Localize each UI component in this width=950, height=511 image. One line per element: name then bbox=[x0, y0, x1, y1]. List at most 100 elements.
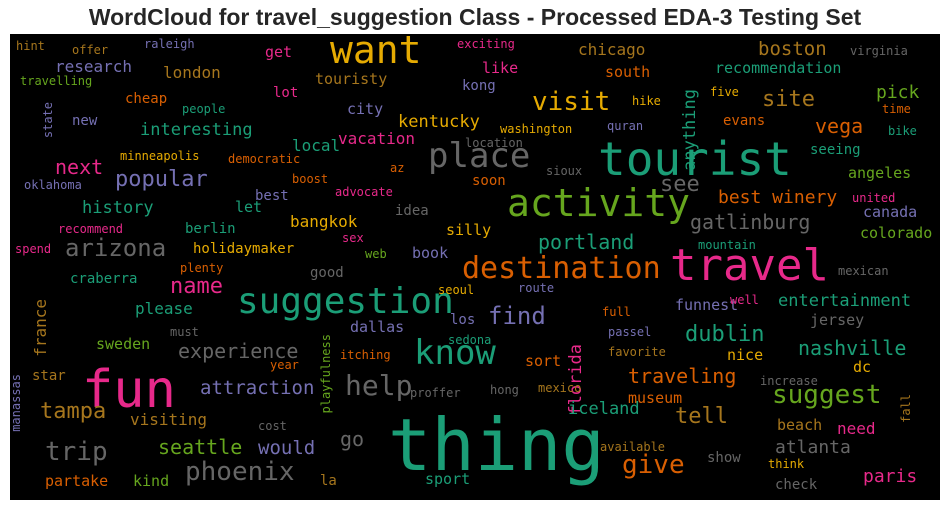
word-nashville: nashville bbox=[798, 336, 907, 360]
word-city: city bbox=[347, 100, 384, 118]
word-recommendation: recommendation bbox=[715, 59, 842, 77]
word-boost: boost bbox=[292, 172, 329, 186]
word-bike: bike bbox=[888, 124, 917, 138]
word-mountain: mountain bbox=[698, 238, 756, 252]
word-full: full bbox=[602, 305, 631, 319]
word-recommend: recommend bbox=[58, 222, 124, 236]
word-mexico: mexico bbox=[538, 381, 582, 395]
word-tourist: tourist bbox=[598, 132, 792, 186]
word-think: think bbox=[768, 457, 805, 471]
word-gatlinburg: gatlinburg bbox=[690, 210, 811, 234]
word-spend: spend bbox=[15, 242, 52, 256]
word-go: go bbox=[340, 427, 365, 451]
word-hint: hint bbox=[16, 39, 45, 53]
word-fun: fun bbox=[82, 360, 176, 420]
word-visit: visit bbox=[532, 87, 611, 117]
word-tampa: tampa bbox=[40, 399, 107, 424]
word-playfulness: playfulness bbox=[319, 334, 333, 414]
word-activity: activity bbox=[507, 181, 691, 225]
word-az: az bbox=[390, 161, 405, 175]
word-know: know bbox=[414, 333, 496, 373]
word-time: time bbox=[882, 102, 911, 116]
word-portland: portland bbox=[538, 230, 635, 254]
word-new: new bbox=[72, 113, 98, 129]
word-los: los bbox=[450, 312, 476, 328]
word-arizona: arizona bbox=[65, 234, 167, 262]
word-holidaymaker: holidaymaker bbox=[193, 241, 295, 257]
word-exciting: exciting bbox=[457, 37, 515, 51]
word-best: best bbox=[255, 188, 289, 204]
word-like: like bbox=[482, 59, 519, 77]
word-seattle: seattle bbox=[158, 435, 243, 459]
word-kind: kind bbox=[133, 472, 170, 490]
word-trip: trip bbox=[45, 437, 108, 467]
word-silly: silly bbox=[446, 221, 492, 239]
word-state: state bbox=[41, 102, 55, 139]
word-good: good bbox=[310, 265, 344, 281]
word-year: year bbox=[270, 358, 299, 372]
word-route: route bbox=[518, 281, 555, 295]
word-place: place bbox=[428, 136, 531, 176]
word-name: name bbox=[170, 274, 223, 299]
word-chicago: chicago bbox=[578, 40, 646, 59]
word-travelling: travelling bbox=[20, 74, 93, 88]
word-sport: sport bbox=[425, 470, 471, 488]
word-pick: pick bbox=[876, 82, 920, 103]
word-get: get bbox=[265, 43, 293, 61]
word-plenty: plenty bbox=[180, 261, 224, 275]
word-hong: hong bbox=[490, 383, 519, 397]
word-france: france bbox=[31, 299, 50, 357]
word-book: book bbox=[412, 244, 449, 262]
word-offer: offer bbox=[72, 43, 109, 57]
word-experience: experience bbox=[178, 339, 299, 363]
word-phoenix: phoenix bbox=[185, 457, 295, 487]
word-paris: paris bbox=[863, 466, 918, 487]
word-cost: cost bbox=[258, 419, 287, 433]
word-canada: canada bbox=[863, 203, 918, 221]
word-touristy: touristy bbox=[315, 70, 388, 88]
word-craberra: craberra bbox=[70, 271, 138, 287]
word-partake: partake bbox=[45, 472, 109, 490]
word-washington: washington bbox=[500, 122, 573, 136]
word-please: please bbox=[135, 299, 193, 318]
word-local: local bbox=[292, 136, 341, 155]
word-traveling: traveling bbox=[628, 364, 737, 388]
word-passel: passel bbox=[608, 325, 652, 339]
word-evans: evans bbox=[723, 113, 766, 129]
word-would: would bbox=[258, 437, 316, 459]
word-must: must bbox=[170, 325, 199, 339]
word-dallas: dallas bbox=[350, 318, 405, 336]
word-south: south bbox=[605, 63, 651, 81]
word-want: want bbox=[330, 34, 422, 72]
word-idea: idea bbox=[395, 203, 429, 219]
word-dc: dc bbox=[853, 358, 872, 376]
word-star: star bbox=[32, 368, 66, 384]
word-attraction: attraction bbox=[200, 377, 315, 399]
word-beach: beach bbox=[777, 416, 823, 434]
word-democratic: democratic bbox=[228, 152, 301, 166]
word-travel: travel bbox=[670, 240, 829, 291]
word-jersey: jersey bbox=[810, 311, 865, 329]
word-boston: boston bbox=[758, 38, 827, 60]
word-need: need bbox=[837, 419, 876, 438]
word-seeing: seeing bbox=[810, 142, 861, 158]
word-show: show bbox=[707, 450, 741, 466]
word-united: united bbox=[852, 191, 896, 205]
word-oklahoma: oklahoma bbox=[24, 178, 82, 192]
word-want-to: want to bbox=[10, 34, 15, 35]
word-visiting: visiting bbox=[130, 410, 208, 429]
word-iceland: iceland bbox=[568, 399, 640, 419]
word-favorite: favorite bbox=[608, 345, 666, 359]
word-sedona: sedona bbox=[448, 333, 492, 347]
word-nice: nice bbox=[727, 346, 764, 364]
word-sweden: sweden bbox=[96, 335, 151, 353]
word-well: well bbox=[730, 293, 759, 307]
word-virginia: virginia bbox=[850, 44, 908, 58]
word-proffer: proffer bbox=[410, 386, 461, 400]
word-five: five bbox=[710, 85, 739, 99]
word-sex: sex bbox=[342, 231, 364, 245]
word-cheap: cheap bbox=[125, 91, 168, 107]
wordcloud-canvas: thing fun tourist travel want activity suggest… bbox=[10, 34, 940, 500]
word-next: next bbox=[55, 155, 104, 179]
word-sort: sort bbox=[525, 352, 562, 370]
